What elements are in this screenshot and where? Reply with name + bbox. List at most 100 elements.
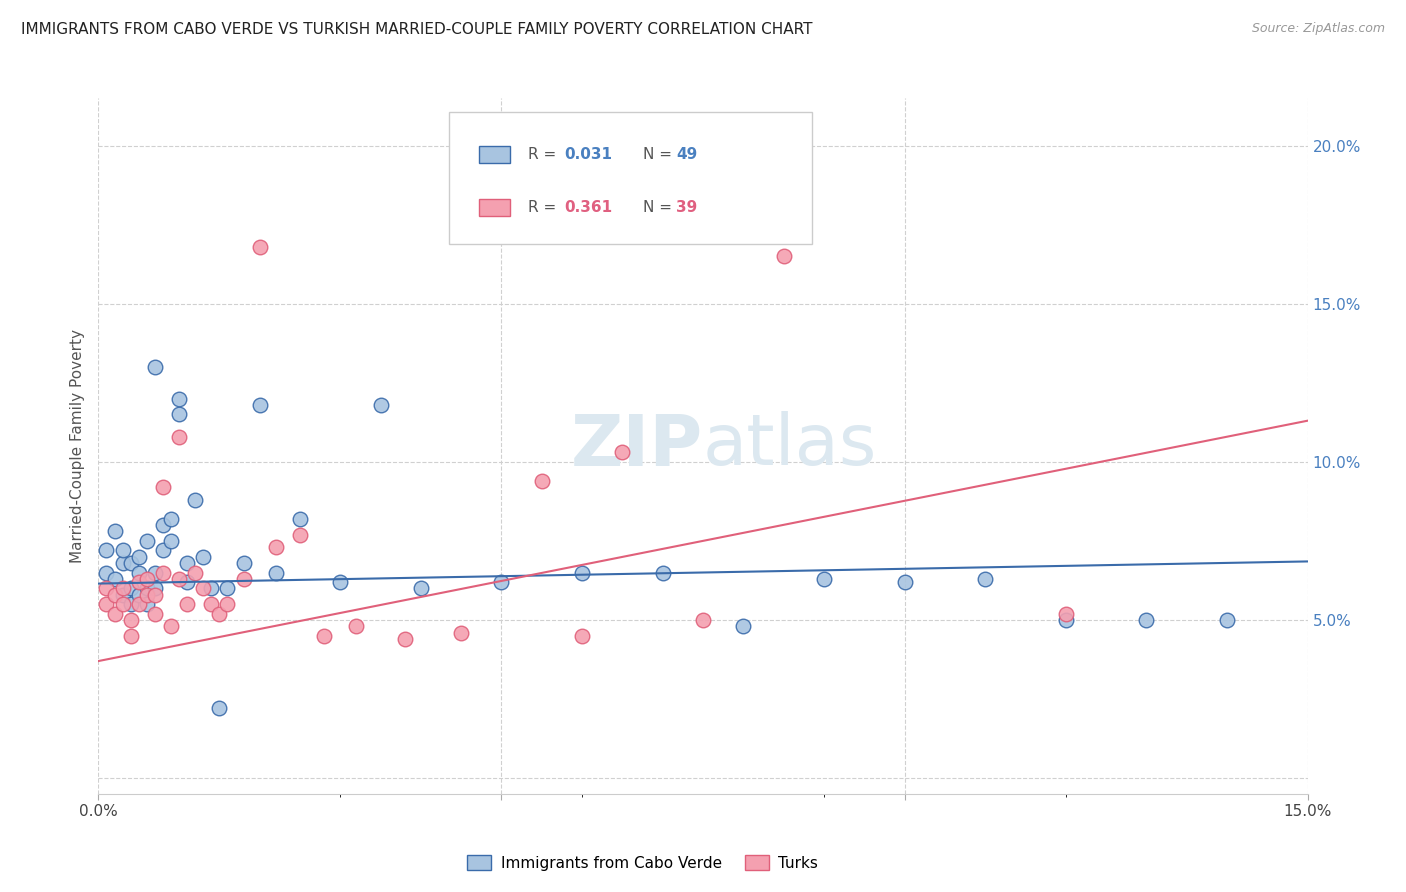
Point xyxy=(692,613,714,627)
Text: 49: 49 xyxy=(676,147,697,162)
Point xyxy=(176,597,198,611)
Point xyxy=(152,566,174,580)
Point xyxy=(772,249,794,263)
Point xyxy=(264,540,287,554)
Point xyxy=(160,512,183,526)
FancyBboxPatch shape xyxy=(449,112,811,244)
Text: IMMIGRANTS FROM CABO VERDE VS TURKISH MARRIED-COUPLE FAMILY POVERTY CORRELATION : IMMIGRANTS FROM CABO VERDE VS TURKISH MA… xyxy=(21,22,813,37)
Point xyxy=(135,533,157,548)
Point xyxy=(329,574,352,589)
Point xyxy=(167,392,190,406)
Point xyxy=(160,533,183,548)
Y-axis label: Married-Couple Family Poverty: Married-Couple Family Poverty xyxy=(70,329,86,563)
Point xyxy=(217,597,239,611)
Point xyxy=(143,588,166,602)
Point xyxy=(111,543,134,558)
Point xyxy=(143,359,166,374)
Point xyxy=(249,398,271,412)
Point xyxy=(184,566,207,580)
Text: N =: N = xyxy=(643,147,676,162)
Point xyxy=(135,582,157,596)
Point xyxy=(96,566,118,580)
Point xyxy=(1216,613,1239,627)
Point xyxy=(232,556,254,570)
Point xyxy=(96,543,118,558)
Point xyxy=(128,574,150,589)
Point xyxy=(128,588,150,602)
Text: N =: N = xyxy=(643,200,676,215)
Point xyxy=(120,629,142,643)
Point xyxy=(344,619,367,633)
Point xyxy=(111,588,134,602)
Point xyxy=(314,629,336,643)
Point xyxy=(232,572,254,586)
Text: R =: R = xyxy=(527,147,561,162)
Point xyxy=(200,597,222,611)
Point xyxy=(96,582,118,596)
Point xyxy=(103,524,125,539)
Point xyxy=(120,582,142,596)
Legend: Immigrants from Cabo Verde, Turks: Immigrants from Cabo Verde, Turks xyxy=(461,848,824,877)
Point xyxy=(217,582,239,596)
Point xyxy=(128,597,150,611)
Point xyxy=(1054,613,1077,627)
Point xyxy=(143,566,166,580)
Point xyxy=(184,492,207,507)
Point xyxy=(143,582,166,596)
Point xyxy=(135,597,157,611)
Text: 39: 39 xyxy=(676,200,697,215)
Point xyxy=(651,566,673,580)
Point xyxy=(167,572,190,586)
Text: atlas: atlas xyxy=(703,411,877,481)
Point xyxy=(409,582,432,596)
Point xyxy=(152,480,174,494)
Point xyxy=(176,574,198,589)
Point xyxy=(370,398,392,412)
Point xyxy=(103,588,125,602)
Point xyxy=(152,518,174,533)
Point xyxy=(135,572,157,586)
Text: R =: R = xyxy=(527,200,561,215)
Point xyxy=(491,574,513,589)
Text: 0.031: 0.031 xyxy=(564,147,612,162)
Point xyxy=(208,607,231,621)
Point xyxy=(733,619,755,633)
Point xyxy=(111,556,134,570)
Point xyxy=(176,556,198,570)
Point xyxy=(893,574,915,589)
Point xyxy=(143,607,166,621)
Point xyxy=(193,549,215,564)
Point xyxy=(160,619,183,633)
Point xyxy=(264,566,287,580)
Point xyxy=(1054,607,1077,621)
Point xyxy=(288,527,311,541)
Point xyxy=(103,572,125,586)
Point xyxy=(128,566,150,580)
Text: Source: ZipAtlas.com: Source: ZipAtlas.com xyxy=(1251,22,1385,36)
Point xyxy=(152,543,174,558)
Text: ZIP: ZIP xyxy=(571,411,703,481)
Point xyxy=(128,549,150,564)
Point xyxy=(120,613,142,627)
Point xyxy=(111,597,134,611)
Point xyxy=(135,588,157,602)
Point xyxy=(612,445,634,459)
Point xyxy=(103,607,125,621)
Point xyxy=(394,632,416,646)
Point xyxy=(249,240,271,254)
Point xyxy=(96,597,118,611)
Point xyxy=(530,474,553,488)
Point xyxy=(208,701,231,715)
Point xyxy=(167,408,190,422)
Text: 0.361: 0.361 xyxy=(564,200,612,215)
Point xyxy=(120,556,142,570)
Point xyxy=(450,625,472,640)
Point xyxy=(111,582,134,596)
Point xyxy=(974,572,997,586)
Point xyxy=(167,429,190,443)
Point xyxy=(120,597,142,611)
Point xyxy=(200,582,222,596)
Point xyxy=(1135,613,1157,627)
Point xyxy=(813,572,835,586)
Point xyxy=(571,566,593,580)
